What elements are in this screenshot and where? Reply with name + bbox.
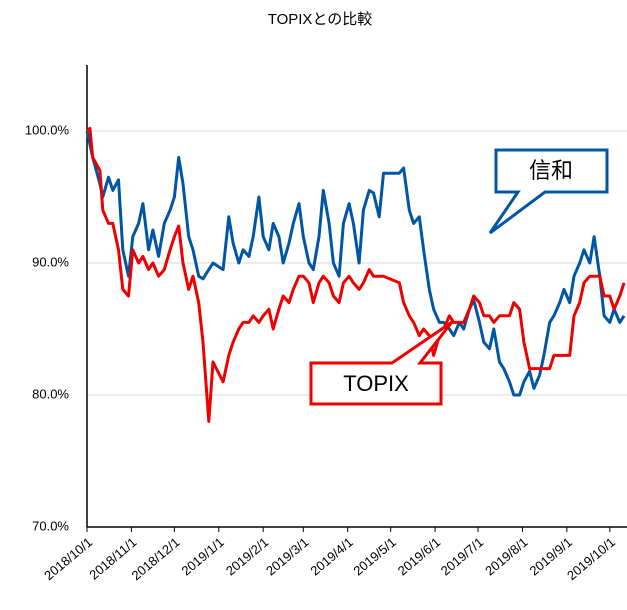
plot-area: 70.0%80.0%90.0%100.0%2018/10/12018/11/12… bbox=[25, 65, 627, 583]
x-tick-label: 2019/8/1 bbox=[482, 534, 530, 578]
x-tick-label: 2018/10/1 bbox=[41, 534, 95, 583]
x-tick-label: 2019/5/1 bbox=[350, 534, 398, 578]
callout-label: 信和 bbox=[529, 158, 573, 183]
y-tick-label: 90.0% bbox=[32, 254, 69, 269]
x-tick-label: 2019/1/1 bbox=[179, 534, 227, 578]
x-tick-label: 2019/10/1 bbox=[564, 534, 618, 583]
x-tick-label: 2019/7/1 bbox=[438, 534, 486, 578]
x-tick-label: 2019/3/1 bbox=[263, 534, 311, 578]
callout-box bbox=[309, 320, 454, 406]
x-tick-label: 2018/12/1 bbox=[129, 534, 183, 583]
series-line bbox=[85, 130, 626, 397]
callout-label: TOPIX bbox=[343, 371, 409, 396]
callout-box bbox=[488, 148, 609, 235]
x-tick-label: 2019/2/1 bbox=[223, 534, 271, 578]
y-tick-label: 100.0% bbox=[25, 122, 70, 137]
x-tick-label: 2019/6/1 bbox=[395, 534, 443, 578]
y-tick-label: 70.0% bbox=[32, 518, 69, 533]
x-tick-label: 2019/4/1 bbox=[307, 534, 355, 578]
series-line bbox=[85, 126, 626, 423]
y-tick-label: 80.0% bbox=[32, 386, 69, 401]
chart-title: TOPIXとの比較 bbox=[268, 10, 373, 28]
